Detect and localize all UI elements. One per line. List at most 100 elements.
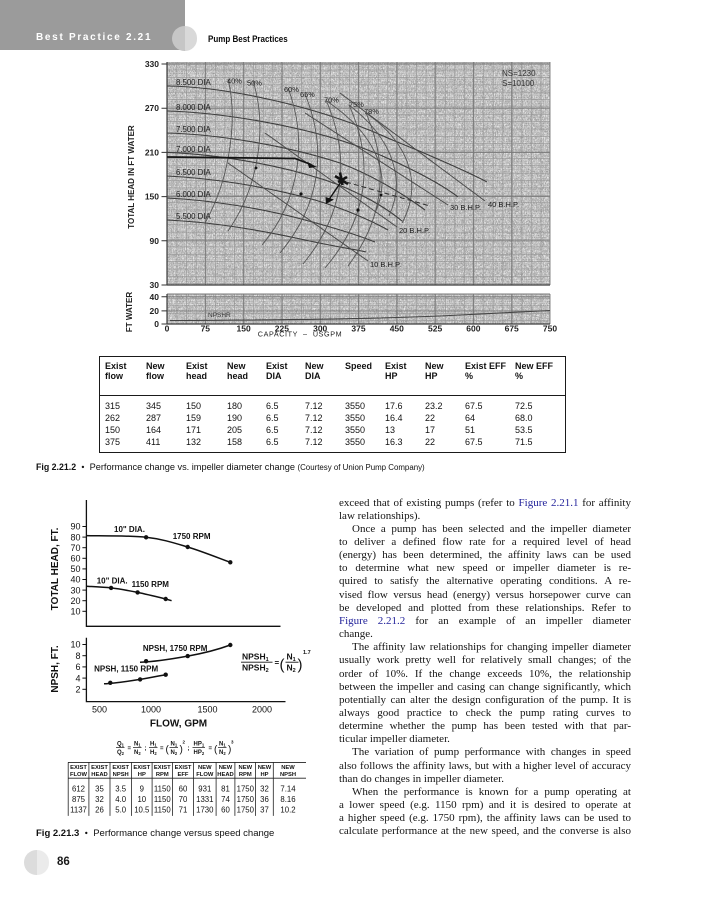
svg-text:50: 50 <box>70 564 80 574</box>
svg-text:30: 30 <box>70 585 80 595</box>
svg-text:NPSH, 1150 RPM: NPSH, 1150 RPM <box>94 665 158 674</box>
svg-text:1500: 1500 <box>197 705 217 715</box>
svg-text:S=10100: S=10100 <box>502 79 535 88</box>
svg-text:931: 931 <box>198 785 211 794</box>
svg-text:6.000 DIA: 6.000 DIA <box>176 190 211 199</box>
svg-text:TOTAL HEAD, FT.: TOTAL HEAD, FT. <box>50 527 61 610</box>
svg-text:HP2: HP2 <box>194 750 205 756</box>
svg-text:NPSH: NPSH <box>113 772 129 778</box>
svg-text:65%: 65% <box>300 90 315 99</box>
svg-text:9: 9 <box>140 785 144 794</box>
svg-text:FLOW: FLOW <box>70 772 88 778</box>
svg-text:3: 3 <box>231 740 234 745</box>
svg-text:HP: HP <box>138 772 146 778</box>
svg-text:71: 71 <box>179 805 188 814</box>
svg-text:1750: 1750 <box>237 805 255 814</box>
svg-text:NPSH: NPSH <box>280 772 296 778</box>
svg-text:NEW: NEW <box>281 765 295 771</box>
svg-text:7.500 DIA: 7.500 DIA <box>176 125 211 134</box>
svg-text:1.7: 1.7 <box>303 650 311 656</box>
svg-text:10: 10 <box>70 607 80 617</box>
svg-text:NPSHR: NPSHR <box>208 312 231 319</box>
svg-text:N2: N2 <box>287 663 296 675</box>
svg-text:NS=1230: NS=1230 <box>502 69 536 78</box>
svg-text:8: 8 <box>75 651 80 661</box>
svg-text:N2: N2 <box>134 750 141 756</box>
svg-text:600: 600 <box>466 324 480 334</box>
svg-text:40%: 40% <box>227 77 242 86</box>
svg-text:3.5: 3.5 <box>115 785 127 794</box>
svg-text:80: 80 <box>70 532 80 542</box>
svg-text:6: 6 <box>75 662 80 672</box>
svg-text:50%: 50% <box>247 79 262 88</box>
svg-text:H2: H2 <box>150 750 157 756</box>
svg-text:210: 210 <box>145 147 159 157</box>
svg-text:FT WATER: FT WATER <box>125 292 134 333</box>
svg-text:TOTAL HEAD IN FT WATER: TOTAL HEAD IN FT WATER <box>127 125 136 229</box>
svg-text:RPM: RPM <box>239 772 252 778</box>
svg-text:450: 450 <box>390 324 404 334</box>
svg-text:1331: 1331 <box>196 795 213 804</box>
svg-text:1730: 1730 <box>196 805 214 814</box>
svg-text:2000: 2000 <box>252 705 272 715</box>
svg-text:7.000 DIA: 7.000 DIA <box>176 145 211 154</box>
svg-text:NEW: NEW <box>219 765 233 771</box>
svg-text:40 B.H.P.: 40 B.H.P. <box>488 200 519 209</box>
svg-text:1150: 1150 <box>154 805 171 814</box>
svg-text:35: 35 <box>95 785 104 794</box>
svg-text:=: = <box>128 746 132 752</box>
svg-text:): ) <box>298 657 303 674</box>
svg-text:N1: N1 <box>171 742 178 748</box>
svg-text:270: 270 <box>145 103 159 113</box>
svg-text:81: 81 <box>221 785 230 794</box>
svg-text:8.16: 8.16 <box>280 795 295 804</box>
svg-text:5.0: 5.0 <box>115 805 127 814</box>
svg-text:36: 36 <box>260 795 269 804</box>
svg-text:2: 2 <box>183 740 186 745</box>
svg-text:N1: N1 <box>134 742 141 748</box>
svg-text:CAPACITY – USGPM: CAPACITY – USGPM <box>258 330 342 339</box>
svg-text:N1: N1 <box>219 742 226 748</box>
svg-text:0: 0 <box>165 324 170 334</box>
svg-text:10: 10 <box>70 640 80 650</box>
svg-text:90: 90 <box>150 236 160 246</box>
svg-text:37: 37 <box>260 805 269 814</box>
svg-text:26: 26 <box>95 805 104 814</box>
svg-text:525: 525 <box>428 324 442 334</box>
svg-text:60%: 60% <box>284 85 299 94</box>
svg-text:500: 500 <box>92 705 107 715</box>
svg-text:10" DIA.: 10" DIA. <box>114 525 145 534</box>
svg-text:HEAD: HEAD <box>91 772 107 778</box>
svg-text:32: 32 <box>260 785 269 794</box>
svg-text:10 B.H.P.: 10 B.H.P. <box>370 260 401 269</box>
svg-text:70%: 70% <box>324 96 339 105</box>
svg-text:1000: 1000 <box>141 705 161 715</box>
svg-text:EXIST: EXIST <box>112 765 129 771</box>
svg-text:225: 225 <box>275 324 289 334</box>
svg-text:330: 330 <box>145 59 159 69</box>
svg-text:NPSH2: NPSH2 <box>242 663 269 675</box>
svg-text:4: 4 <box>75 673 80 683</box>
svg-text:150: 150 <box>237 324 251 334</box>
svg-text:30 B.H.P.: 30 B.H.P. <box>450 203 481 212</box>
svg-text:40: 40 <box>150 292 160 302</box>
svg-text:HEAD: HEAD <box>217 772 233 778</box>
svg-text:8.500 DIA: 8.500 DIA <box>176 78 211 87</box>
svg-text:74: 74 <box>221 795 230 804</box>
svg-text:10" DIA.: 10" DIA. <box>97 577 128 586</box>
svg-text:90: 90 <box>70 522 80 532</box>
svg-text:=: = <box>160 746 164 752</box>
svg-text:1150: 1150 <box>154 795 171 804</box>
svg-text:675: 675 <box>505 324 519 334</box>
svg-text:EXIST: EXIST <box>70 765 87 771</box>
svg-text:Q2: Q2 <box>117 750 125 756</box>
svg-text:HP: HP <box>260 772 268 778</box>
svg-text:=: = <box>209 746 213 752</box>
svg-text:1137: 1137 <box>70 805 87 814</box>
svg-text:N2: N2 <box>219 750 226 756</box>
svg-text:10.2: 10.2 <box>280 805 295 814</box>
svg-text:): ) <box>228 745 231 756</box>
svg-text:40: 40 <box>70 575 80 585</box>
svg-text:10: 10 <box>137 795 146 804</box>
svg-text:NPSH, 1750 RPM: NPSH, 1750 RPM <box>143 644 208 653</box>
